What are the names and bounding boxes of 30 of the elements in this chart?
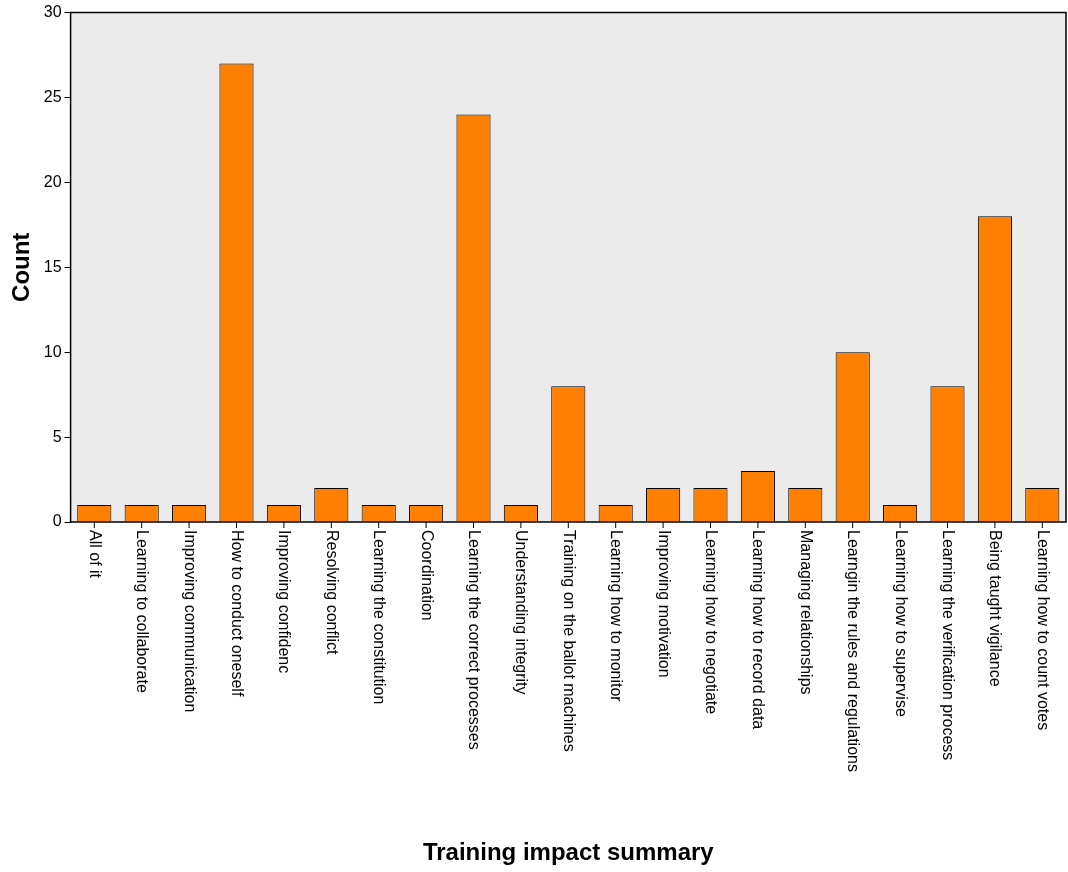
- x-tick-label: Learning the verification process: [940, 530, 958, 761]
- x-tick-label: Learning how to record data: [750, 530, 768, 730]
- x-tick-label: Coordination: [418, 530, 436, 621]
- x-tick-label: Learning how to count votes: [1034, 530, 1052, 731]
- x-axis-title: Training impact summary: [422, 838, 715, 866]
- x-tick-label: Improving communication: [181, 530, 199, 713]
- y-tick-label: 25: [43, 87, 62, 105]
- x-tick-label: Learning the constitution: [371, 530, 389, 705]
- x-tick-label: Training on the ballot machines: [560, 530, 578, 752]
- y-tick-label: 10: [43, 342, 62, 360]
- x-tick-label: Learngin the rules and regulations: [845, 530, 863, 772]
- y-axis-title: Count: [7, 232, 35, 302]
- x-tick-label: Learning how to negotiate: [703, 530, 721, 715]
- x-tick-label: Learning how to monitor: [608, 530, 626, 703]
- x-tick-label: Improving confidenc: [276, 530, 294, 674]
- x-tick-label: Resolving conflict: [323, 530, 341, 656]
- x-tick-label: Understanding integrity: [513, 530, 531, 695]
- x-tick-label: Improving motivation: [655, 530, 673, 678]
- x-tick-label: Learning how to supervise: [892, 530, 910, 717]
- x-tick-label: Learning to collaborate: [134, 530, 152, 693]
- x-tick-label: Being taught vigilance: [987, 530, 1005, 687]
- y-tick-label: 0: [52, 512, 62, 530]
- y-tick-label: 15: [43, 257, 62, 275]
- x-tick-label: How to conduct oneself: [229, 530, 247, 697]
- x-tick-label: Managing relationships: [797, 530, 815, 695]
- y-tick-label: 30: [43, 3, 62, 21]
- x-tick-label: All of it: [86, 530, 104, 579]
- y-tick-label: 5: [52, 427, 62, 445]
- y-tick-label: 20: [43, 172, 62, 190]
- x-tick-label: Learning the correct processes: [466, 530, 484, 750]
